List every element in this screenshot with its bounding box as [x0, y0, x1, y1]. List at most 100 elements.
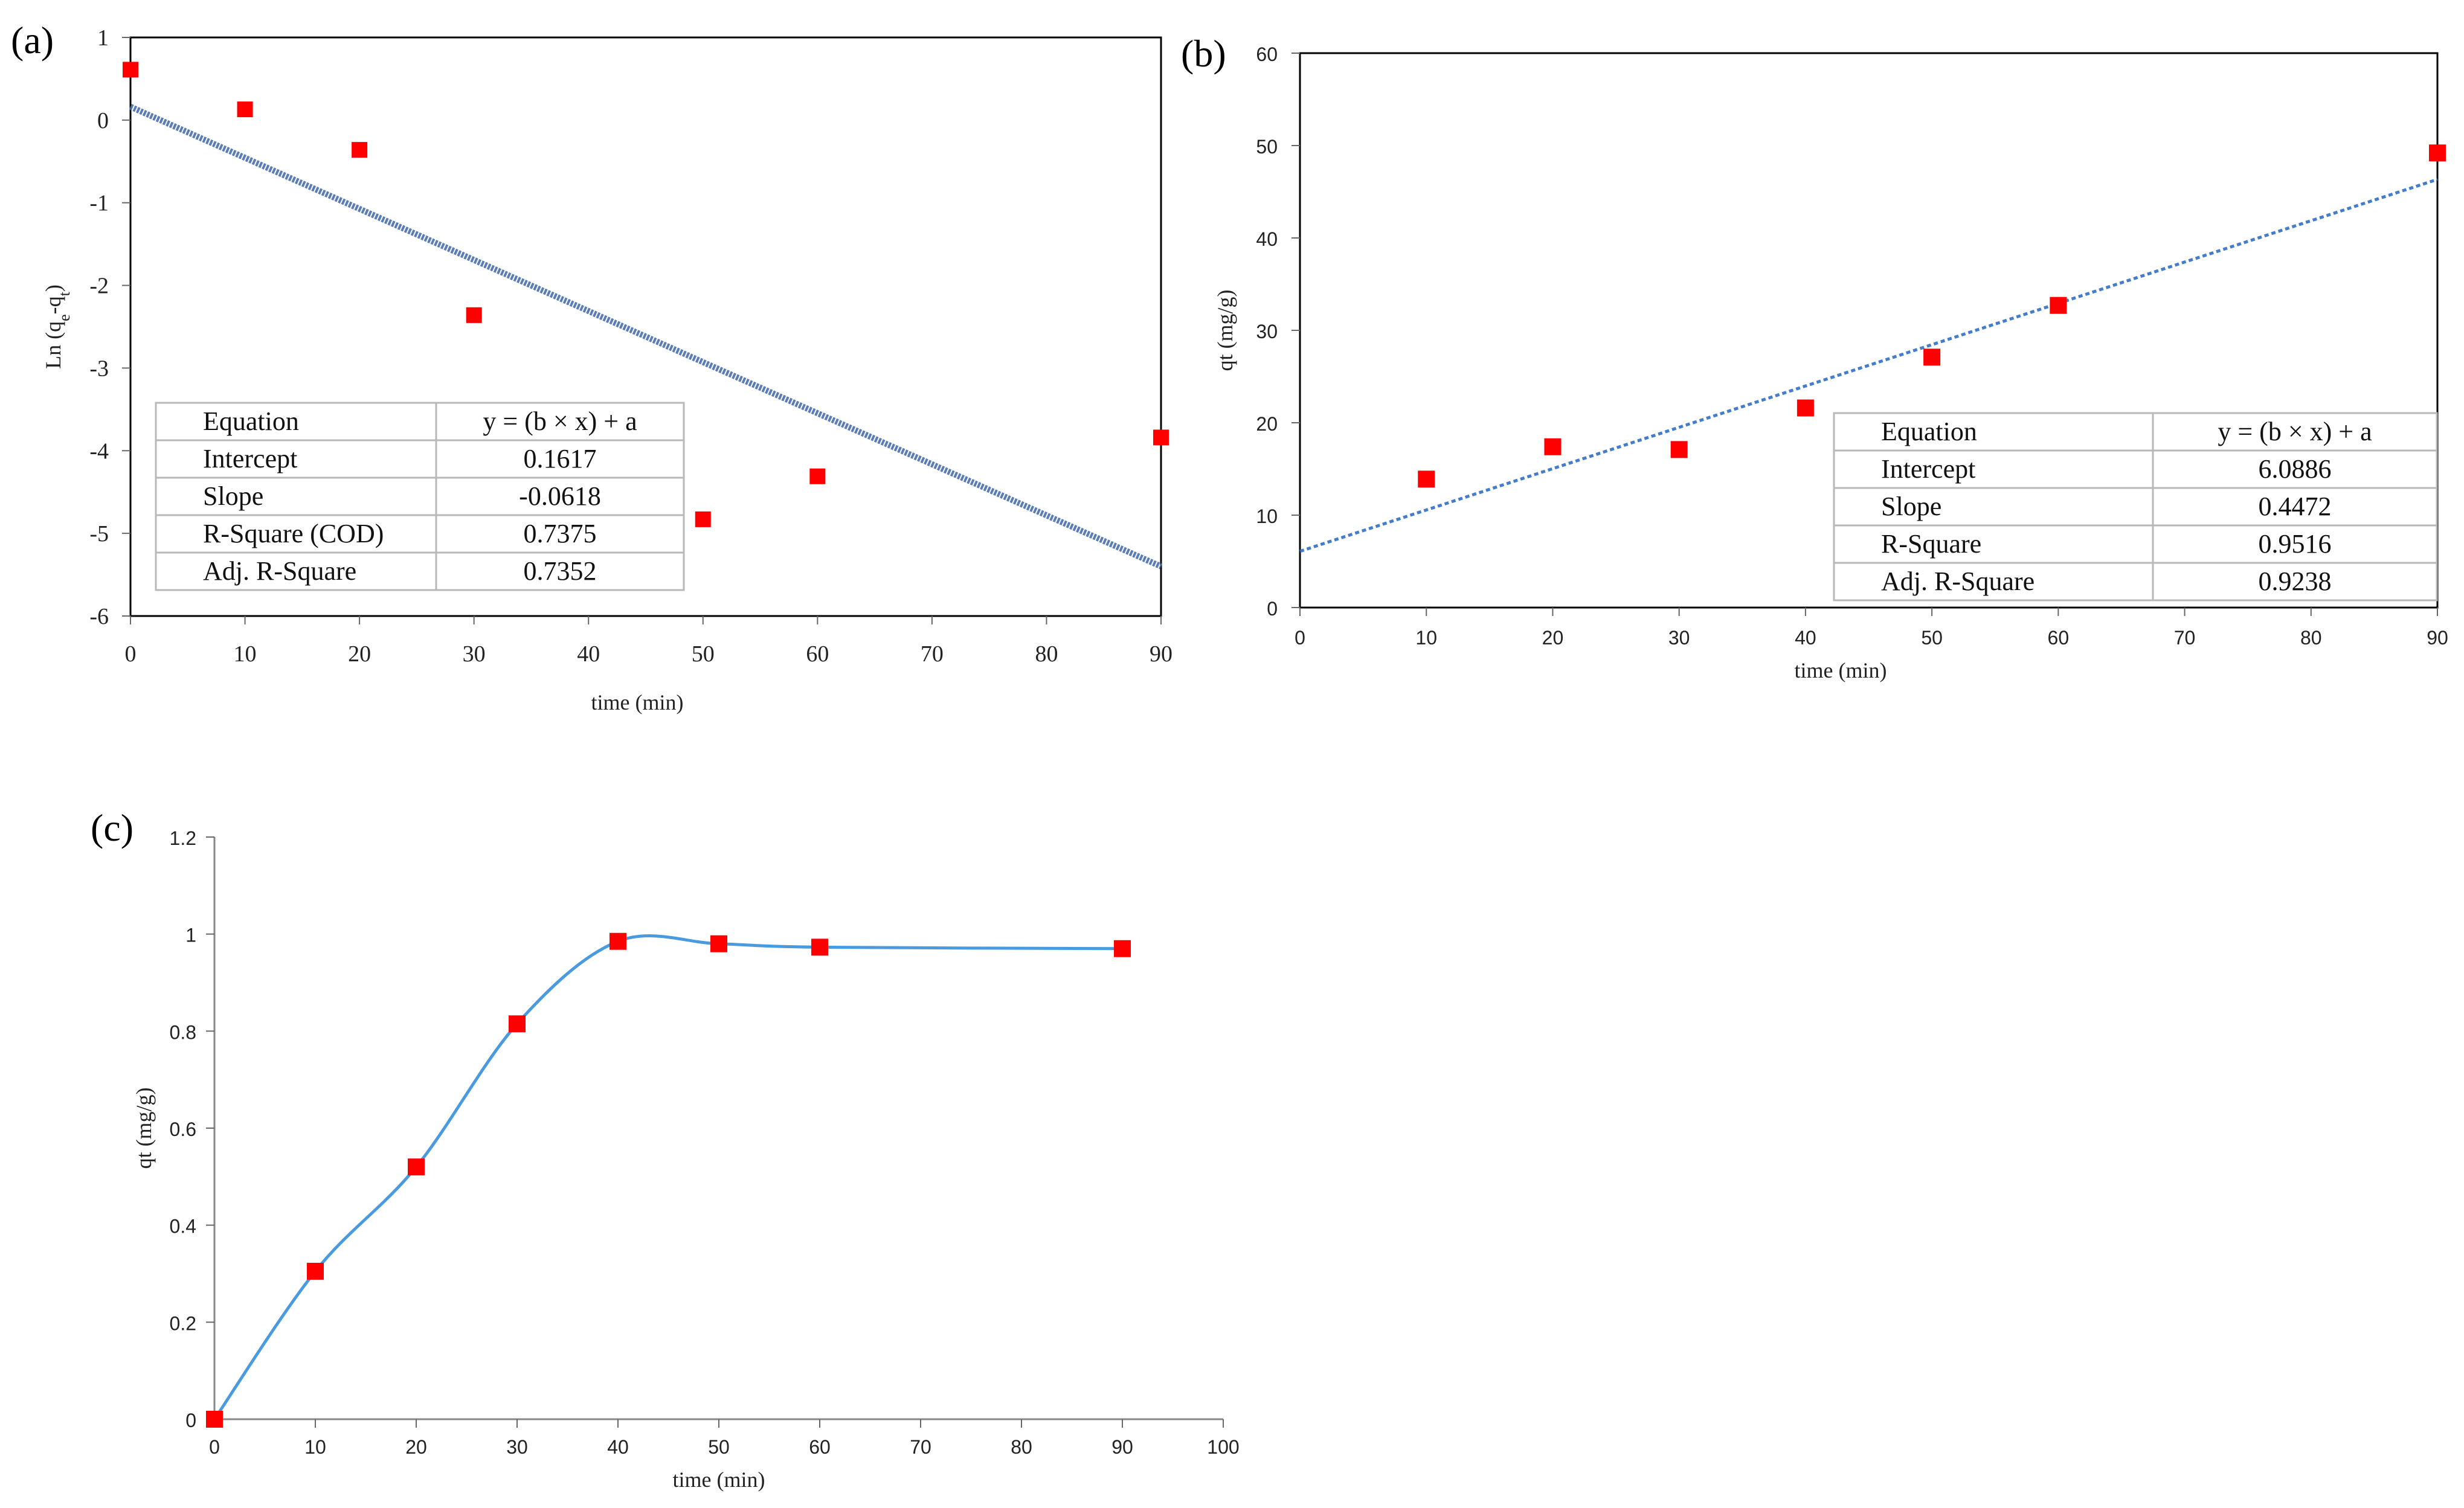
y-tick-label: 30	[1256, 321, 1278, 342]
y-tick-label: 10	[1256, 505, 1278, 527]
y-tick-label: 50	[1256, 136, 1278, 158]
data-point	[352, 142, 368, 158]
data-point	[2429, 144, 2446, 162]
series-curve	[213, 934, 1123, 1420]
x-tick-label: 10	[1415, 627, 1437, 649]
stats-table-value: 0.1617	[524, 444, 597, 473]
data-point	[237, 101, 253, 118]
y-tick-label: 0.8	[170, 1021, 196, 1043]
data-point	[2050, 297, 2067, 314]
panel-label-c: (c)	[91, 806, 133, 849]
x-tick-label: 50	[1921, 627, 1943, 649]
x-tick-label: 70	[921, 641, 944, 667]
y-axis-title: qt (mg/g)	[1213, 290, 1237, 371]
y-axis-title-part: -q	[41, 296, 65, 314]
fit-line	[1299, 178, 2438, 553]
x-tick-label: 20	[1542, 627, 1564, 649]
stats-table-value: -0.0618	[519, 481, 601, 511]
x-tick-label: 90	[2427, 627, 2448, 649]
y-tick-label: -2	[89, 274, 109, 299]
y-tick-label: 60	[1256, 43, 1278, 65]
data-point	[307, 1262, 324, 1280]
y-axis-title: Ln (qe-qt)	[41, 284, 73, 369]
y-tick-label: 0.4	[170, 1216, 196, 1237]
stats-table	[1833, 412, 2438, 602]
chart-c: 0 10 20 30 40 50 60 70 80 90 100 1.2 1 0.8 0.6 0.4 0.2 0 t…	[132, 827, 1240, 1492]
stats-table-value: 6.0886	[2259, 454, 2332, 484]
stats-table-label: Equation	[203, 406, 299, 436]
data-point	[610, 932, 626, 950]
y-axis-title-part: )	[41, 284, 65, 292]
stats-table-label: Intercept	[1881, 454, 1975, 484]
y-tick-label: -3	[89, 356, 109, 381]
data-point	[123, 62, 138, 78]
data-point	[206, 1411, 223, 1428]
x-tick-label: 90	[1150, 641, 1172, 667]
x-tick-label: 10	[304, 1436, 326, 1458]
x-tick-label: 80	[2300, 627, 2322, 649]
data-point	[695, 511, 711, 527]
data-point	[710, 935, 727, 952]
x-tick-label: 30	[463, 641, 486, 667]
data-point	[509, 1015, 526, 1033]
y-tick-label: 1.2	[170, 827, 196, 849]
x-axis-title: time (min)	[673, 1468, 765, 1492]
data-point	[809, 468, 826, 484]
y-axis-title-part: t	[56, 291, 73, 296]
y-tick-label: 0	[97, 108, 109, 133]
x-tick-label: 50	[692, 641, 715, 667]
y-tick-label: 1	[185, 925, 196, 946]
y-axis-title-part: e	[56, 314, 73, 321]
x-tick-label: 20	[405, 1436, 427, 1458]
fit-line	[129, 104, 1163, 570]
x-tick-label: 30	[506, 1436, 528, 1458]
stats-table-value: 0.9238	[2259, 566, 2332, 596]
x-tick-label: 70	[910, 1436, 931, 1458]
x-tick-label: 0	[209, 1436, 220, 1458]
data-point	[1114, 940, 1131, 957]
x-tick-label: 50	[708, 1436, 730, 1458]
stats-table-value: 0.4472	[2259, 492, 2332, 521]
x-tick-label: 100	[1207, 1436, 1239, 1458]
chart-b: 0 10 20 30 40 50 60 70 80 90 60 50 40 30 20 10 0 time (mi…	[1213, 43, 2448, 682]
y-tick-label: 0	[185, 1410, 196, 1431]
stats-table-value: y = (b × x) + a	[483, 406, 637, 436]
stats-table-label: Slope	[1881, 492, 1941, 521]
stats-table-label: Slope	[203, 481, 263, 511]
data-point	[1418, 470, 1435, 488]
stats-table-label: Intercept	[203, 444, 297, 473]
x-axis-title: time (min)	[1795, 658, 1887, 682]
data-point	[1797, 399, 1814, 417]
data-point	[1153, 429, 1169, 446]
stats-table-label: R-Square	[1881, 529, 1981, 559]
data-point	[1544, 438, 1562, 455]
stats-table-value: 0.7375	[524, 519, 597, 548]
x-tick-label: 60	[806, 641, 829, 667]
stats-table-label: Equation	[1881, 417, 1977, 446]
x-axis-title: time (min)	[591, 690, 684, 714]
data-point	[466, 307, 482, 323]
x-tick-label: 70	[2174, 627, 2196, 649]
y-tick-label: 1	[97, 25, 109, 51]
panel-label-b: (b)	[1181, 32, 1226, 75]
x-tick-label: 10	[234, 641, 257, 667]
y-tick-label: 20	[1256, 413, 1278, 435]
y-tick-label: 0.6	[170, 1118, 196, 1140]
stats-table-label: Adj. R-Square	[203, 556, 356, 586]
x-tick-label: 40	[1795, 627, 1816, 649]
x-tick-label: 0	[125, 641, 137, 667]
y-axis-title: qt (mg/g)	[132, 1088, 156, 1169]
stats-table-label: Adj. R-Square	[1881, 566, 2035, 596]
data-point	[1670, 441, 1688, 458]
data-point	[811, 938, 828, 956]
y-tick-label: 40	[1256, 228, 1278, 250]
plot-frame	[129, 36, 1162, 617]
y-tick-label: -4	[89, 438, 109, 464]
stats-table-label: R-Square (COD)	[203, 519, 384, 548]
y-axis-title-part: Ln (q	[41, 321, 65, 369]
y-tick-label: 0	[1267, 598, 1278, 620]
data-point	[1923, 348, 1941, 366]
x-tick-label: 40	[577, 641, 600, 667]
